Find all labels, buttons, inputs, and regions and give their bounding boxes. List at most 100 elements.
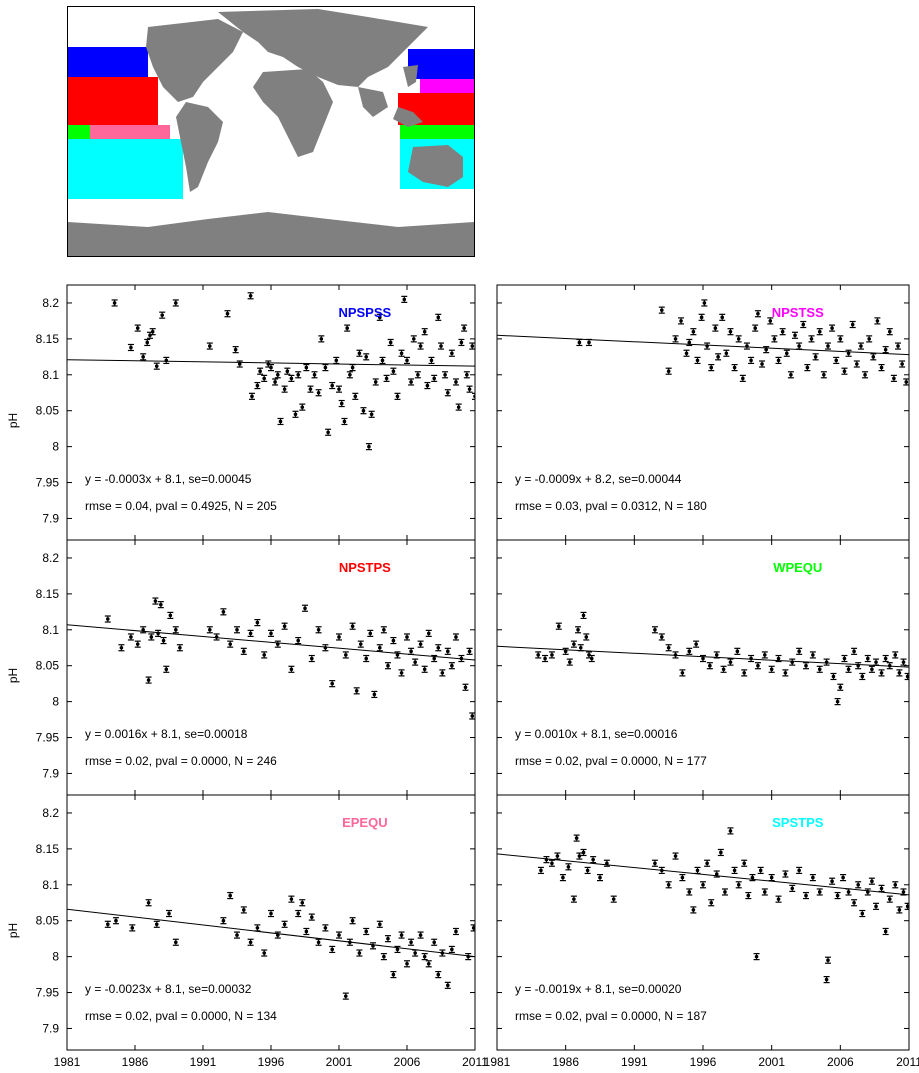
data-point [796,647,803,655]
data-point [727,827,734,835]
data-point [658,306,665,314]
data-point [360,407,367,415]
data-point [163,665,170,673]
stats-line-1: y = -0.0023x + 8.1, se=0.00032 [85,982,252,996]
trend-line [67,624,475,661]
data-point [741,669,748,677]
data-point [904,672,909,681]
data-point [896,669,903,677]
data-point [787,371,794,379]
x-tick-label: 1981 [54,1055,81,1069]
chart-title: NPSTPS [339,560,391,575]
data-point [247,938,254,946]
data-point [610,895,617,903]
data-point [812,353,819,361]
data-point [845,349,852,357]
region-npspss-west [68,47,148,77]
data-point [394,651,401,659]
data-point [288,665,295,673]
region-spstps-west [68,139,183,199]
chart-panel-spstps: 1981 1986 1991 1996 2001 2006 2011 SPSTPS y = -0… [484,794,919,1069]
trend-line [67,359,475,367]
data-point [757,866,764,875]
data-point [873,902,880,910]
data-point [840,874,847,882]
data-point [104,920,111,928]
data-point [573,834,580,842]
data-point [713,870,720,878]
data-point [342,992,349,1000]
data-point [700,654,706,663]
data-point [748,356,755,365]
data-point [224,310,231,318]
x-tick-label: 1986 [552,1055,579,1069]
data-point [315,389,322,397]
data-point [363,927,370,936]
data-point [555,622,562,630]
data-point [428,356,435,365]
x-tick-label: 1996 [690,1055,717,1069]
data-point [341,417,348,426]
data-point [398,349,405,357]
data-point [284,367,291,375]
data-point [325,428,332,436]
data-point [851,899,858,907]
data-point [782,669,789,677]
data-point [878,669,885,677]
data-point [425,960,432,968]
data-point [566,658,573,666]
y-tick-label: 8.05 [36,914,60,928]
data-point [274,371,281,379]
data-point [367,629,374,637]
data-point [277,417,284,426]
data-point [387,338,394,347]
data-point [759,360,766,368]
plot-marks [67,891,475,1000]
data-point [700,881,706,889]
data-point [672,651,679,659]
x-tick-label: 2001 [326,1055,353,1069]
data-point [731,866,738,875]
plot-marks [67,597,475,720]
data-point [145,899,152,907]
data-point [603,859,610,867]
data-point [686,888,693,896]
data-point [365,443,372,451]
y-tick-label: 7.9 [42,1021,59,1035]
data-point [104,615,111,623]
x-tick-label: 2006 [394,1055,421,1069]
data-point [380,953,387,961]
data-point [904,902,909,910]
stats-line-2: rmse = 0.02, pval = 0.0000, N = 187 [515,1009,707,1023]
stats-line-2: rmse = 0.03, pval = 0.0312, N = 180 [515,499,707,513]
data-point [281,920,288,928]
data-point [153,920,160,928]
data-point [333,356,340,365]
data-point [868,665,875,673]
data-point [829,877,836,885]
data-point [394,945,401,954]
data-point [735,335,742,343]
data-point [820,371,827,379]
data-point [112,917,119,925]
plot-marks [67,292,475,451]
data-point [398,669,405,677]
data-point [679,669,686,677]
y-tick-label: 8.2 [42,806,59,820]
data-point [404,356,410,365]
data-point [431,374,438,382]
data-point [401,295,408,303]
data-point [543,856,550,864]
data-point [254,924,261,932]
stats-line-1: y = 0.0010x + 8.1, se=0.00016 [515,727,678,741]
data-point [837,335,844,343]
data-point [220,917,227,925]
data-point [768,665,775,673]
data-point [712,324,719,332]
data-point [704,859,711,867]
data-point [247,292,254,300]
data-point [903,378,909,386]
data-point [570,895,577,903]
x-tick-label: 1991 [621,1055,648,1069]
